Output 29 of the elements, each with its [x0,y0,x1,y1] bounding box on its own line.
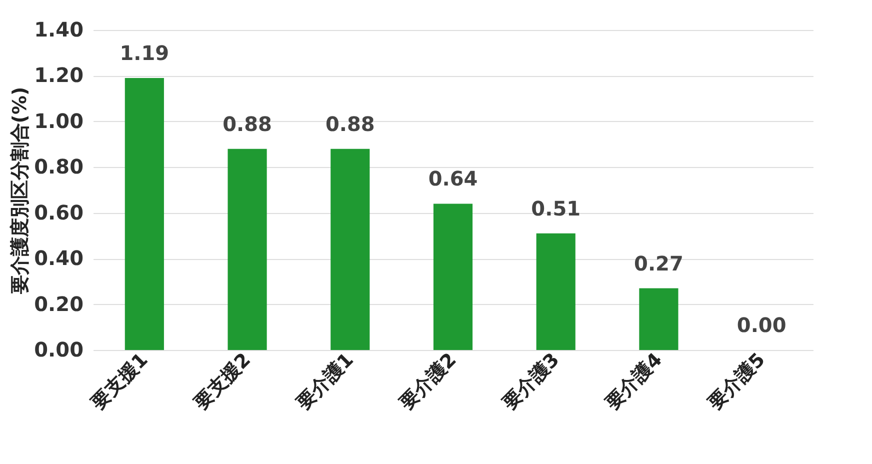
data-label: 0.64 [428,166,478,191]
data-label: 0.27 [634,251,684,276]
x-tick-label: 要支援2 [189,348,256,415]
bar [639,288,678,350]
x-tick-label: 要介護2 [394,348,461,415]
x-tick-label: 要介護4 [600,348,666,415]
x-tick-label: 要介護5 [703,348,770,415]
y-tick-label: 0.00 [34,338,84,362]
y-tick-label: 1.20 [34,63,84,88]
bar [433,204,473,350]
y-tick-label: 0.20 [34,292,84,316]
y-tick-label: 0.40 [34,246,84,270]
data-label: 1.19 [120,41,170,65]
data-label: 0.88 [325,112,375,136]
y-tick-label: 1.00 [34,108,84,133]
x-tick-label: 要介護1 [292,348,358,415]
data-label: 0.51 [531,196,581,220]
data-label: 0.88 [222,112,272,136]
bar [124,78,164,350]
bar [228,148,267,350]
x-tick-label: 要介護3 [498,348,564,415]
bar [536,233,576,350]
data-label: 0.00 [736,313,786,337]
y-tick-label: 0.60 [34,200,84,224]
x-tick-label: 要支援1 [86,348,152,415]
y-tick-label: 0.80 [34,154,84,179]
bar [330,148,370,350]
y-axis-title: 要介護度別区分割合(%) [9,86,32,296]
y-tick-label: 1.40 [34,18,84,42]
